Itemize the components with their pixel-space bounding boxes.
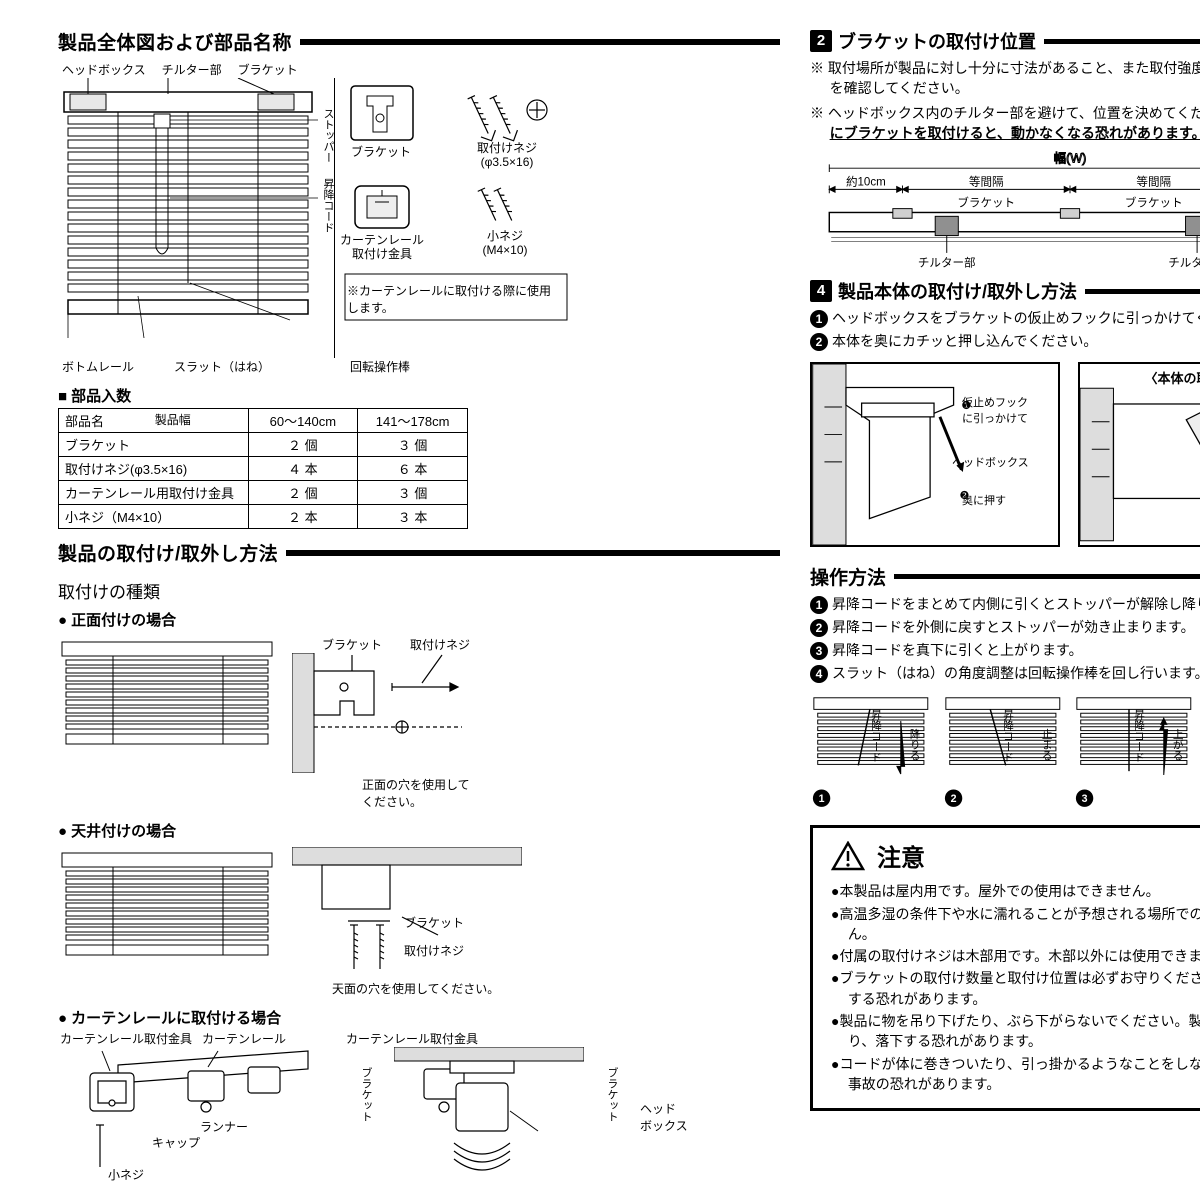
svg-text:ブラケット: ブラケット	[351, 144, 411, 159]
ceil-side-diagram: ブラケット 取付けネジ	[292, 847, 522, 977]
type-rail: カーテンレールに取付ける場合	[58, 1007, 780, 1028]
svg-text:2: 2	[950, 793, 956, 805]
op-h: 操作方法	[810, 563, 886, 590]
lbl-headbox: ヘッドボックス	[62, 61, 146, 78]
op1: 昇降コードをまとめて内側に引くとストッパーが解除し降ります。	[832, 596, 1200, 612]
bracket-position-diagram: 幅(W) 約10cm 等間隔 等間隔 約10cm ブラケット ブラケット チルタ…	[810, 147, 1200, 272]
lbl-bracket: ブラケット	[238, 61, 298, 78]
s4-i1: ヘッドボックスをブラケットの仮止めフックに引っかけてください。	[832, 310, 1200, 326]
svg-text:ブラケット: ブラケット	[404, 915, 464, 930]
svg-text:カーテンレール: カーテンレール	[340, 233, 424, 247]
s4-i2: 本体を奥にカチッと押し込んでください。	[832, 333, 1097, 349]
section-h1: 製品全体図および部品名称	[58, 28, 292, 55]
lbl-bottomrail: ボトムレール	[62, 358, 134, 375]
svg-text:約10cm: 約10cm	[846, 175, 886, 189]
ceil-note: 天面の穴を使用してください。	[332, 980, 522, 997]
lbl-liftcord: 昇降コード	[320, 178, 336, 233]
svg-text:等間隔: 等間隔	[969, 175, 1004, 189]
warn5: ●製品に物を吊り下げたり、ぶら下がらないでください。製品が破損したり、落下する恐…	[831, 1011, 1200, 1052]
op3: 昇降コードを真下に引くと上がります。	[832, 642, 1083, 658]
warn3: ●付属の取付けネジは木部用です。木部以外には使用できません。	[831, 946, 1200, 966]
warning-icon	[831, 841, 865, 871]
svg-text:3: 3	[1082, 793, 1088, 805]
svg-text:小ネジ: 小ネジ	[487, 229, 523, 243]
ceil-blind-mini	[58, 847, 278, 967]
svg-text:1: 1	[819, 793, 825, 805]
rail-section	[394, 1047, 584, 1187]
s2-note2: ※ ヘッドボックス内のチルター部を避けて、位置を決めてください。チルター部にブラ…	[810, 103, 1200, 144]
warn2: ●高温多湿の条件下や水に濡れることが予想される場所での使用はできません。	[831, 904, 1200, 945]
install-right: 〈本体の取外し方〉 1㊀ドライバー でレバーを引 き出し 2手前に引く	[1078, 362, 1200, 547]
s2-note1: ※ 取付場所が製品に対し十分に寸法があること、また取付強度が十分であることを確認…	[810, 58, 1200, 99]
warn4: ●ブラケットの取付け数量と取付け位置は必ずお守りください。製品が落下する恐れがあ…	[831, 968, 1200, 1009]
parts-count-h: 部品入数	[58, 385, 780, 406]
warning-box: 注意 ●本製品は屋内用です。屋外での使用はできません。 ●高温多湿の条件下や水に…	[810, 825, 1200, 1111]
svg-text:チルター部: チルター部	[1168, 256, 1200, 270]
types-h: 取付けの種類	[58, 578, 780, 603]
svg-text:(φ3.5×16): (φ3.5×16)	[481, 155, 534, 169]
front-side-diagram	[292, 653, 522, 773]
warn1: ●本製品は屋内用です。屋外での使用はできません。	[831, 881, 1200, 901]
type-ceil: 天井付けの場合	[58, 820, 780, 841]
front-blind-mini	[58, 636, 278, 756]
install-left: ❶ ❷ 仮止めフック に引っかけて ヘッドボックス 奥に押す	[810, 362, 1060, 547]
rail-exploded: ランナー キャップ 小ネジ	[58, 1047, 338, 1187]
front-note: 正面の穴を使用して ください。	[362, 776, 522, 810]
svg-text:ブラケット: ブラケット	[1125, 196, 1183, 210]
op4: スラット（はね）の角度調整は回転操作棒を回し行います。	[832, 665, 1200, 681]
warn-h: 注意	[877, 838, 925, 873]
svg-text:キャップ: キャップ	[152, 1136, 200, 1150]
type-front: 正面付けの場合	[58, 609, 780, 630]
sec4: 製品本体の取付け/取外し方法	[838, 278, 1077, 304]
warn6: ●コードが体に巻きついたり、引っ掛かるようなことをしないでください。事故の恐れが…	[831, 1054, 1200, 1095]
svg-text:ランナー: ランナー	[200, 1120, 248, 1134]
sec2: ブラケットの取付け位置	[838, 28, 1036, 54]
svg-text:ブラケット: ブラケット	[957, 196, 1015, 210]
svg-text:取付けネジ: 取付けネジ	[477, 141, 537, 155]
svg-text:取付けネジ: 取付けネジ	[404, 944, 464, 958]
svg-text:小ネジ: 小ネジ	[108, 1168, 144, 1182]
parts-table: 部品名製品幅 60〜140cm 141〜178cm ブラケット２ 個３ 個 取付…	[58, 408, 468, 529]
blind-overview-diagram	[58, 78, 318, 358]
svg-text:取付け金具: 取付け金具	[352, 246, 412, 261]
lbl-stopper: ストッパー	[320, 108, 336, 163]
svg-text:等間隔: 等間隔	[1136, 175, 1171, 189]
operation-diagrams: 昇降コード 降りる 1 昇降コード 止まる 2 昇降コード 上がる 3	[810, 692, 1200, 811]
lbl-rod: 回転操作棒	[350, 358, 410, 375]
svg-text:チルター部: チルター部	[918, 256, 976, 270]
section-h2: 製品の取付け/取外し方法	[58, 539, 278, 566]
lbl-slat: スラット（はね）	[174, 358, 270, 375]
svg-text:(M4×10): (M4×10)	[482, 243, 527, 257]
lbl-tilter: チルター部	[162, 61, 222, 78]
svg-text:幅(W): 幅(W)	[1054, 151, 1087, 166]
op2: 昇降コードを外側に戻すとストッパーが効き止まります。	[832, 619, 1195, 635]
